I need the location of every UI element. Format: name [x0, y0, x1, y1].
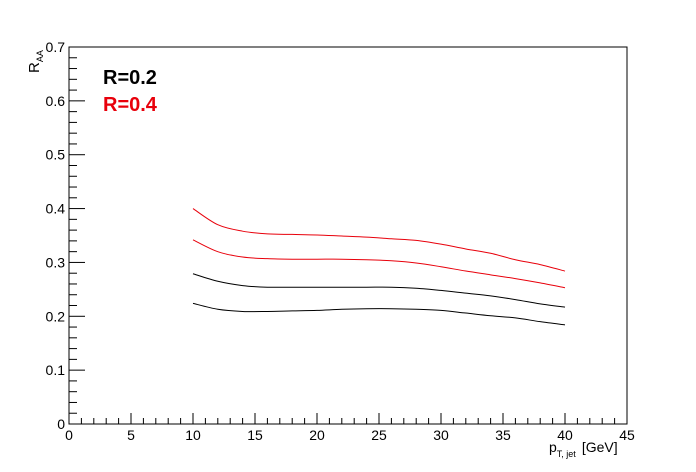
series-line-3 [192, 208, 566, 272]
y-tick-label: 0.6 [46, 93, 66, 109]
y-axis-title: RAA [26, 50, 45, 73]
x-tick-label: 45 [619, 427, 635, 443]
x-axis-title-main: p [549, 439, 557, 455]
x-axis-title-sub: T, jet [557, 449, 577, 459]
x-tick-label: 5 [127, 427, 135, 443]
y-tick-label: 0 [57, 416, 65, 432]
x-tick-label: 35 [495, 427, 511, 443]
x-axis-title: pT, jet [GeV] [549, 439, 618, 459]
y-tick-label: 0.3 [46, 254, 66, 270]
y-axis-title-sub: AA [35, 50, 45, 62]
x-tick-label: 25 [371, 427, 387, 443]
y-tick-label: 0.7 [46, 39, 66, 55]
y-tick-label: 0.2 [46, 308, 66, 324]
plot-frame [68, 46, 628, 425]
tick-labels: 0 5 10 15 20 25 30 35 40 45 0 0.1 0.2 0.3 0.4 0.5 0.6 0.7 [46, 39, 635, 443]
x-axis-title-unit: [GeV] [582, 439, 618, 455]
series-line-0 [192, 302, 566, 326]
series-line-2 [192, 239, 566, 289]
x-tick-label: 30 [433, 427, 449, 443]
legend-entry-r02: R=0.2 [103, 67, 157, 89]
y-axis-title-main: R [26, 62, 43, 73]
y-tick-label: 0.1 [46, 362, 66, 378]
y-tick-label: 0.5 [46, 147, 66, 163]
series-line-1 [192, 273, 566, 308]
legend-entry-r04: R=0.4 [103, 94, 158, 116]
x-tick-label: 40 [557, 427, 573, 443]
series-lines [192, 208, 566, 326]
x-tick-label: 10 [185, 427, 201, 443]
y-tick-label: 0.4 [46, 201, 66, 217]
x-tick-label: 0 [65, 427, 73, 443]
x-tick-label: 20 [309, 427, 325, 443]
x-tick-label: 15 [247, 427, 263, 443]
